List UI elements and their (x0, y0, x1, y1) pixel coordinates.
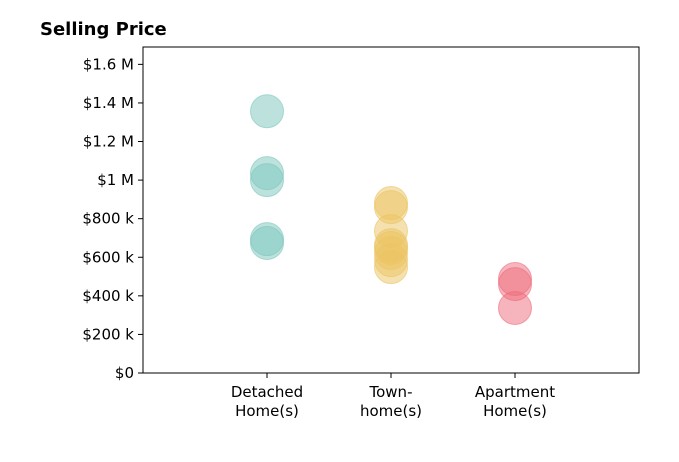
point (250, 94, 284, 129)
point (250, 163, 284, 198)
y-tick-label: $1 M (97, 171, 134, 189)
x-tick-label: Apartment Home(s) (475, 383, 555, 420)
y-tick-label: $1.2 M (83, 133, 134, 151)
y-tick-label: $0 (115, 364, 134, 382)
y-tick-label: $1.4 M (83, 94, 134, 112)
point (374, 250, 408, 285)
y-tick-label: $1.6 M (83, 55, 134, 73)
y-tick-label: $200 k (82, 325, 134, 343)
x-tick-label: Detached Home(s) (231, 383, 303, 420)
point (250, 225, 284, 260)
chart-title: Selling Price (40, 19, 167, 40)
y-tick-label: $600 k (82, 248, 134, 266)
point (498, 290, 532, 325)
x-tick-label: Town-home(s) (360, 383, 422, 420)
y-tick-label: $800 k (82, 210, 134, 228)
y-tick-label: $400 k (82, 287, 134, 305)
